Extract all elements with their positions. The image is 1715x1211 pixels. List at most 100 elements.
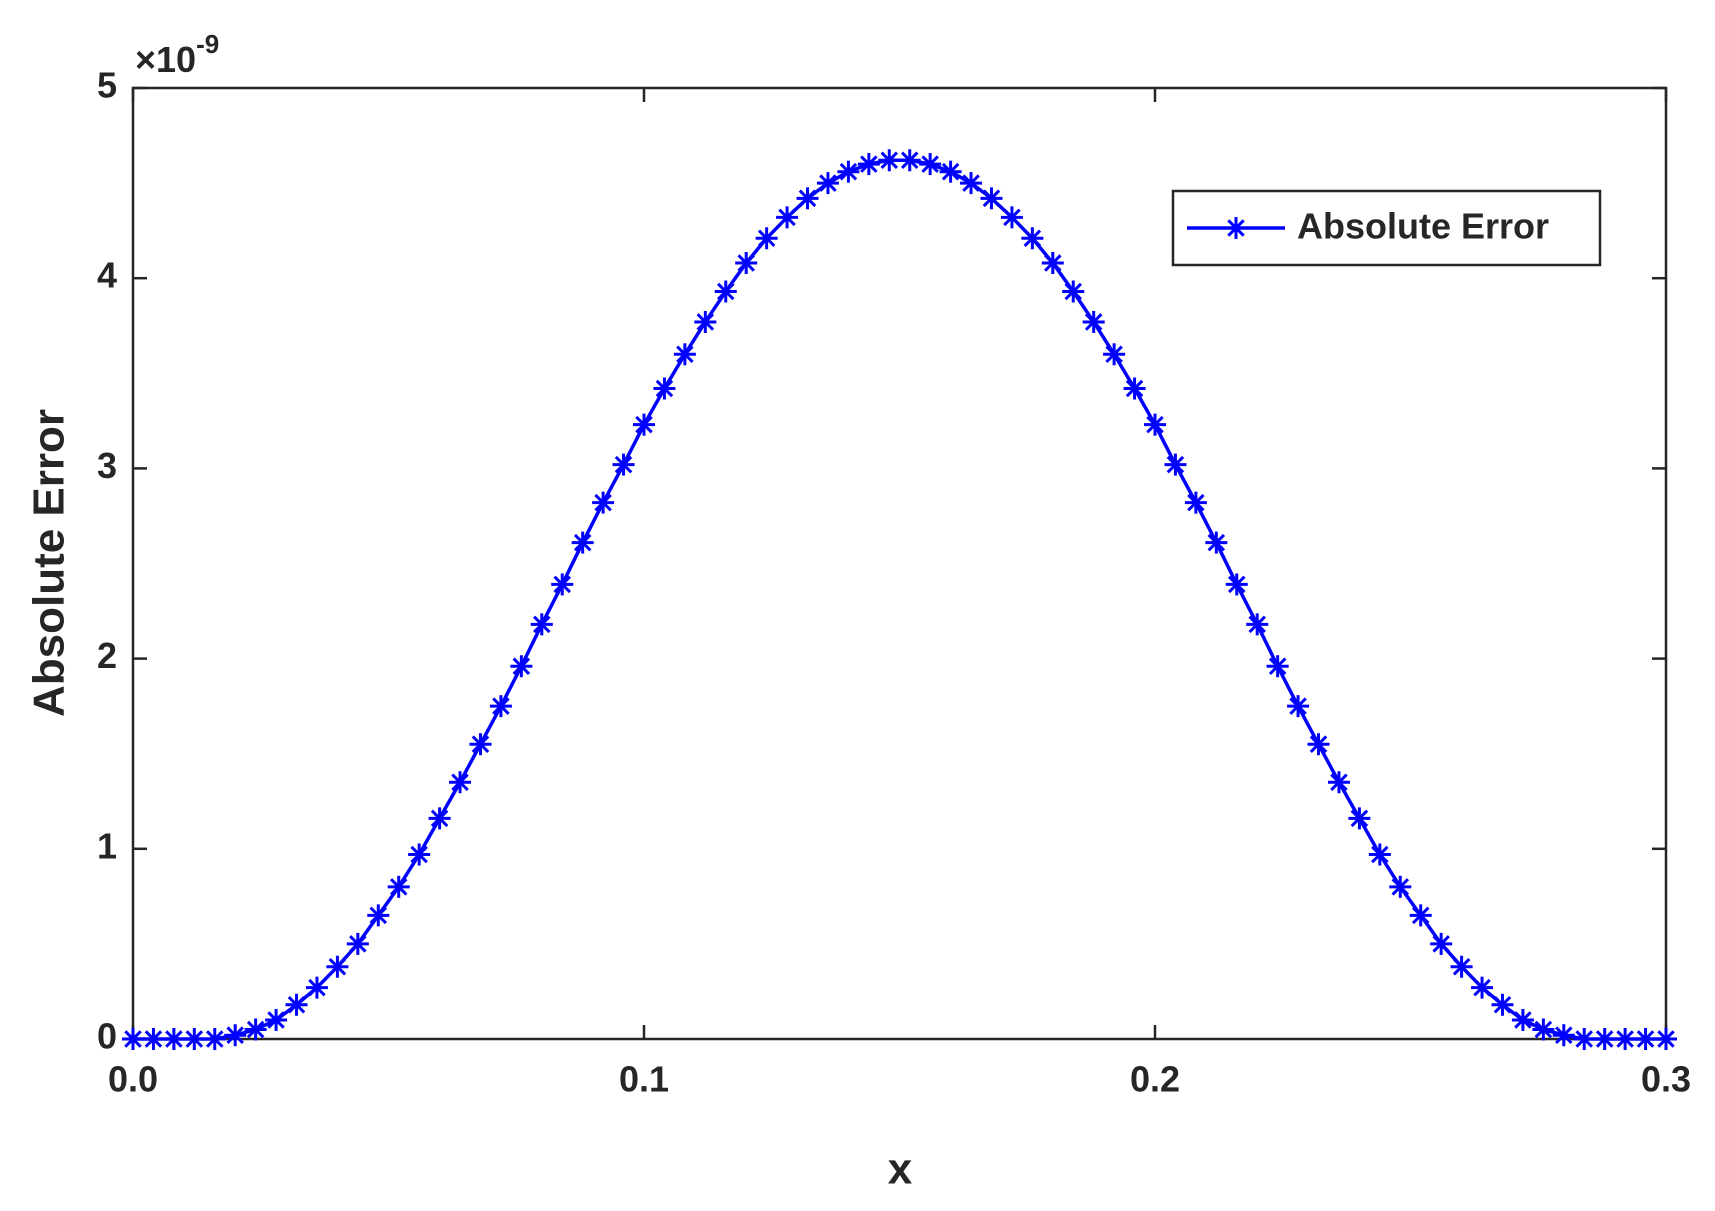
marker bbox=[898, 149, 921, 172]
marker bbox=[142, 1028, 165, 1050]
marker bbox=[837, 160, 860, 183]
marker-stroke bbox=[1534, 1020, 1553, 1039]
marker-stroke bbox=[655, 379, 674, 398]
marker bbox=[714, 280, 737, 303]
legend-marker bbox=[1225, 217, 1247, 239]
marker-stroke bbox=[1616, 1030, 1634, 1048]
marker-stroke bbox=[430, 809, 449, 828]
marker bbox=[633, 413, 655, 436]
marker bbox=[1655, 1028, 1677, 1050]
marker-stroke bbox=[451, 773, 469, 791]
y-tick-label: 5 bbox=[97, 65, 117, 106]
marker-stroke bbox=[124, 1030, 142, 1048]
y-multiplier-base: ×10 bbox=[135, 39, 196, 80]
marker-stroke bbox=[1044, 254, 1062, 272]
legend: Absolute Error bbox=[1171, 189, 1602, 267]
marker-stroke bbox=[1350, 809, 1369, 828]
marker bbox=[1307, 733, 1330, 756]
marker-stroke bbox=[1473, 978, 1491, 997]
marker-stroke bbox=[553, 575, 572, 594]
marker-stroke bbox=[614, 455, 633, 474]
marker-stroke bbox=[1289, 697, 1307, 715]
marker bbox=[653, 377, 676, 400]
marker bbox=[305, 976, 328, 999]
marker bbox=[796, 187, 819, 210]
marker-stroke bbox=[819, 174, 837, 192]
marker bbox=[694, 310, 717, 333]
marker bbox=[816, 172, 839, 195]
marker bbox=[122, 1028, 144, 1050]
marker-stroke bbox=[941, 162, 960, 181]
marker bbox=[919, 153, 942, 176]
marker bbox=[326, 955, 349, 978]
x-tick-label: 0.1 bbox=[619, 1059, 669, 1100]
x-axis-label: x bbox=[888, 1145, 913, 1194]
marker bbox=[960, 172, 983, 195]
marker-stroke bbox=[1595, 1030, 1614, 1048]
marker bbox=[1021, 227, 1044, 250]
marker-stroke bbox=[267, 1011, 285, 1029]
legend-label: Absolute Error bbox=[1297, 206, 1549, 247]
marker-stroke bbox=[676, 345, 694, 364]
marker bbox=[980, 187, 1003, 210]
y-tick-label: 1 bbox=[97, 825, 117, 866]
marker-stroke bbox=[512, 657, 531, 675]
marker bbox=[612, 453, 635, 476]
marker bbox=[489, 695, 512, 718]
marker-stroke bbox=[410, 845, 428, 864]
x-tick-label: 0.2 bbox=[1130, 1059, 1180, 1100]
marker-stroke bbox=[1207, 533, 1226, 552]
marker-stroke bbox=[1432, 935, 1450, 953]
marker-stroke bbox=[1330, 773, 1348, 791]
marker-stroke bbox=[1555, 1026, 1573, 1044]
marker-stroke bbox=[982, 189, 1001, 208]
marker bbox=[224, 1024, 247, 1047]
marker-stroke bbox=[839, 162, 858, 181]
marker bbox=[346, 932, 369, 955]
marker-stroke bbox=[594, 493, 612, 512]
marker-stroke bbox=[635, 415, 653, 434]
marker-stroke bbox=[1268, 657, 1287, 675]
marker-stroke bbox=[1575, 1030, 1594, 1048]
marker-stroke bbox=[205, 1030, 224, 1048]
y-tick-label: 2 bbox=[97, 635, 117, 676]
marker-stroke bbox=[1636, 1030, 1655, 1048]
marker bbox=[776, 206, 799, 229]
y-multiplier-exponent: -9 bbox=[196, 29, 219, 59]
marker bbox=[735, 251, 758, 274]
marker-stroke bbox=[696, 313, 715, 331]
marker-stroke bbox=[1187, 493, 1205, 512]
marker bbox=[1389, 875, 1412, 898]
marker-stroke bbox=[1657, 1030, 1675, 1048]
marker bbox=[571, 531, 594, 554]
y-axis-label: Absolute Error bbox=[25, 409, 74, 717]
marker bbox=[551, 573, 574, 596]
marker bbox=[449, 771, 472, 794]
marker-stroke bbox=[471, 735, 490, 753]
y-tick-label: 3 bbox=[97, 445, 117, 486]
marker bbox=[755, 227, 778, 250]
marker bbox=[1082, 310, 1105, 333]
marker-stroke bbox=[716, 282, 735, 301]
marker bbox=[1634, 1028, 1657, 1050]
marker-stroke bbox=[921, 155, 939, 173]
marker-stroke bbox=[1452, 957, 1471, 976]
marker-stroke bbox=[1146, 415, 1164, 434]
marker-stroke bbox=[880, 151, 899, 170]
marker bbox=[285, 993, 308, 1016]
marker-stroke bbox=[1411, 906, 1430, 925]
x-tick-label: 0.0 bbox=[108, 1059, 158, 1100]
marker bbox=[1287, 695, 1310, 718]
marker-stroke bbox=[1166, 455, 1185, 474]
marker bbox=[408, 843, 431, 866]
marker bbox=[1327, 771, 1350, 794]
marker-stroke bbox=[246, 1020, 265, 1039]
marker-stroke bbox=[757, 229, 776, 248]
marker bbox=[1205, 531, 1228, 554]
marker bbox=[1103, 343, 1126, 366]
marker-stroke bbox=[860, 155, 878, 173]
marker bbox=[1573, 1028, 1596, 1050]
marker-stroke bbox=[144, 1030, 163, 1048]
marker bbox=[1348, 807, 1371, 830]
marker bbox=[1266, 655, 1289, 678]
